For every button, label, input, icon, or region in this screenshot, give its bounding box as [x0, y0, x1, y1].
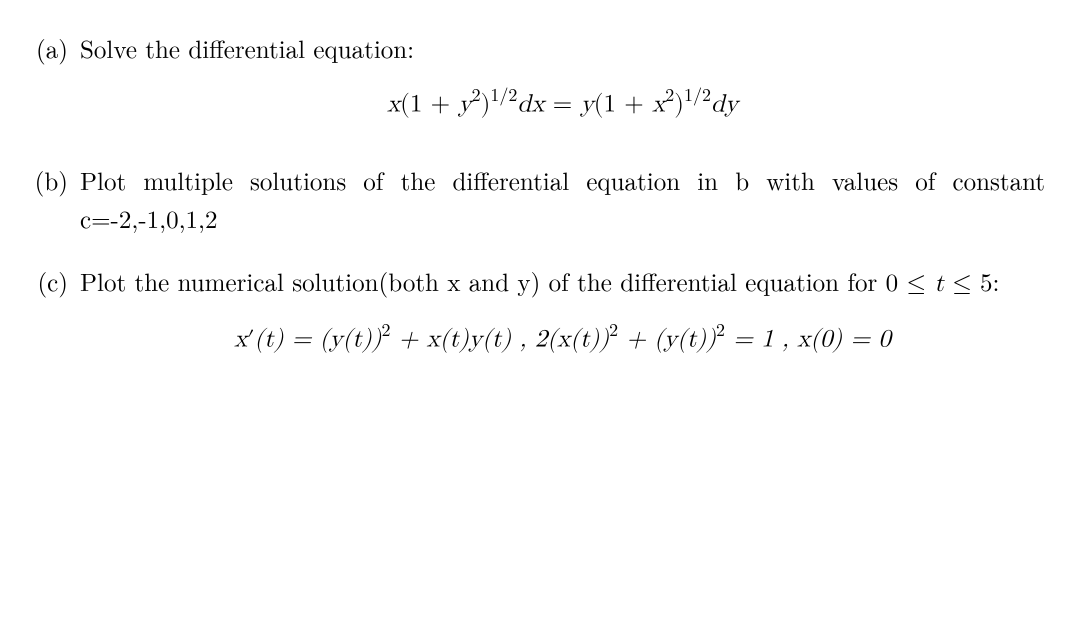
- item-content-a: Solve the differential equation: x(1 + y…: [80, 30, 1045, 144]
- item-c-prefix: Plot the numerical solution(both x and y…: [80, 264, 886, 299]
- item-label-c: (c): [20, 263, 80, 380]
- eq-a-rhs-var2: x: [652, 91, 665, 116]
- item-label-b: (b): [20, 162, 80, 245]
- eq-a-lhs-var2: y: [458, 91, 471, 116]
- eq-c-p4: + (y(t)): [618, 326, 716, 351]
- item-label-a: (a): [20, 30, 80, 144]
- item-b-text: Plot multiple solutions of the different…: [80, 162, 1045, 237]
- eq-c-p5: = 1 , x(0) = 0: [725, 326, 891, 351]
- range-leq1: ≤: [906, 271, 925, 296]
- item-c-text: Plot the numerical solution(both x and y…: [80, 263, 1045, 303]
- problem-list: (a) Solve the differential equation: x(1…: [20, 30, 1045, 380]
- problem-item-b: (b) Plot multiple solutions of the diffe…: [20, 162, 1045, 245]
- range-leq2: ≤: [952, 271, 971, 296]
- equation-a: x(1 + y2)1/2dx = y(1 + x2)1/2dy: [80, 84, 1045, 123]
- problem-item-c: (c) Plot the numerical solution(both x a…: [20, 263, 1045, 380]
- eq-a-rhs-diff: dy: [711, 91, 738, 116]
- eq-a-lhs-close: ): [481, 91, 491, 116]
- range-open: 0: [886, 271, 907, 296]
- range-var: t: [926, 271, 952, 296]
- eq-c-p3: + x(t)y(t) , 2(x(t)): [390, 326, 609, 351]
- range-end: 5:: [972, 271, 1000, 296]
- eq-c-p1: x: [234, 326, 247, 351]
- eq-c-sup3: 2: [716, 322, 725, 340]
- eq-a-rhs-open: (1 +: [594, 91, 652, 116]
- item-content-c: Plot the numerical solution(both x and y…: [80, 263, 1045, 380]
- eq-a-lhs-exp-inner: 2: [472, 87, 481, 105]
- problem-item-a: (a) Solve the differential equation: x(1…: [20, 30, 1045, 144]
- item-content-b: Plot multiple solutions of the different…: [80, 162, 1045, 245]
- eq-c-sup2: 2: [609, 322, 618, 340]
- eq-a-rhs-close: ): [674, 91, 684, 116]
- eq-a-rhs-exp-inner: 2: [665, 87, 674, 105]
- eq-a-lhs-exp-outer: 1/2: [490, 87, 517, 105]
- item-a-text: Solve the differential equation:: [80, 30, 1045, 68]
- eq-c-sup1: 2: [381, 322, 390, 340]
- eq-a-rhs-var1: y: [581, 91, 594, 116]
- eq-a-lhs-open: (1 +: [400, 91, 458, 116]
- eq-a-rhs-exp-outer: 1/2: [684, 87, 711, 105]
- eq-a-eq: =: [544, 91, 580, 116]
- eq-a-lhs-diff: dx: [517, 91, 544, 116]
- equation-c: x′(t) = (y(t))2 + x(t)y(t) , 2(x(t))2 + …: [80, 319, 1045, 358]
- eq-c-p2: (t) = (y(t)): [254, 326, 381, 351]
- eq-a-lhs-var1: x: [387, 91, 400, 116]
